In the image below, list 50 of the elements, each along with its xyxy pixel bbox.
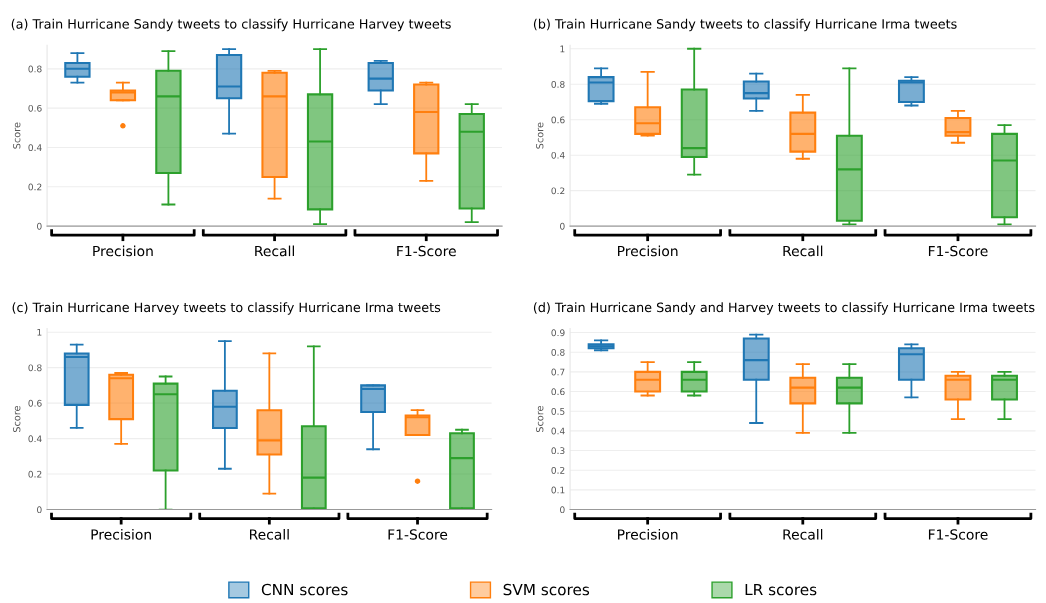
y-tick-label: 1	[37, 329, 42, 336]
x-tick-label: Precision	[618, 245, 678, 257]
y-tick-label: 0.6	[551, 116, 565, 124]
y-tick-label: 0.5	[551, 407, 565, 415]
y-tick-label: 0.4	[551, 151, 565, 159]
x-tick-label: F1-Score	[397, 245, 456, 257]
y-tick-label: 0.3	[551, 447, 565, 455]
y-axis-title: Score	[536, 122, 544, 149]
chart-title: (d) Train Hurricane Sandy and Harvey tweets to classify Hurricane Irma tweets	[533, 302, 1035, 315]
y-tick-label: 0.2	[28, 470, 42, 478]
y-tick-label: 0.6	[28, 399, 42, 407]
chart-title: (b) Train Hurricane Sandy tweets to classify Hurricane Irma tweets	[533, 18, 957, 32]
y-tick-label: 0.8	[551, 80, 565, 88]
y-tick-label: 0	[560, 506, 565, 514]
x-tick-label: F1-Score	[388, 529, 448, 540]
y-tick-label: 0.8	[28, 364, 42, 372]
y-axis-title: Score	[13, 122, 21, 149]
x-tick-label: Precision	[618, 528, 678, 540]
y-tick-label: 0.2	[551, 466, 565, 474]
legend-label: CNN scores	[261, 583, 348, 596]
x-tick-label: Precision	[93, 245, 153, 257]
y-tick-label: 0	[37, 506, 42, 514]
x-tick-label: F1-Score	[928, 245, 988, 257]
x-tick-label: F1-Score	[928, 529, 988, 540]
y-tick-label: 0.1	[551, 486, 565, 494]
y-tick-label: 0.4	[28, 435, 42, 443]
x-tick-label: Precision	[91, 528, 151, 540]
y-tick-label: 0	[37, 222, 42, 230]
y-tick-label: 0.6	[551, 388, 565, 396]
x-tick-label: Recall	[783, 528, 823, 540]
y-axis-title: Score	[536, 405, 544, 433]
x-tick-label: Recall	[249, 528, 289, 540]
y-tick-label: 0.9	[551, 329, 565, 337]
x-tick-label: Recall	[783, 245, 823, 257]
legend-label: LR scores	[745, 583, 817, 596]
y-tick-label: 0.8	[28, 65, 42, 73]
y-tick-label: 0	[560, 222, 565, 230]
y-axis-title: Score	[13, 405, 21, 433]
y-tick-label: 1	[560, 45, 565, 53]
y-tick-label: 0.4	[28, 144, 42, 152]
y-tick-label: 0.8	[551, 348, 565, 356]
legend-label: SVM scores	[503, 583, 590, 596]
y-tick-label: 0.2	[28, 183, 42, 191]
y-tick-label: 0.2	[551, 187, 565, 195]
y-tick-label: 0.4	[551, 427, 565, 435]
y-tick-label: 0.6	[28, 104, 42, 112]
chart-title: (c) Train Hurricane Harvey tweets to classify Hurricane Irma tweets	[12, 302, 441, 315]
y-tick-label: 0.7	[551, 368, 565, 376]
x-tick-label: Recall	[255, 245, 294, 257]
chart-title: (a) Train Hurricane Sandy tweets to classify Hurricane Harvey tweets	[11, 18, 451, 32]
